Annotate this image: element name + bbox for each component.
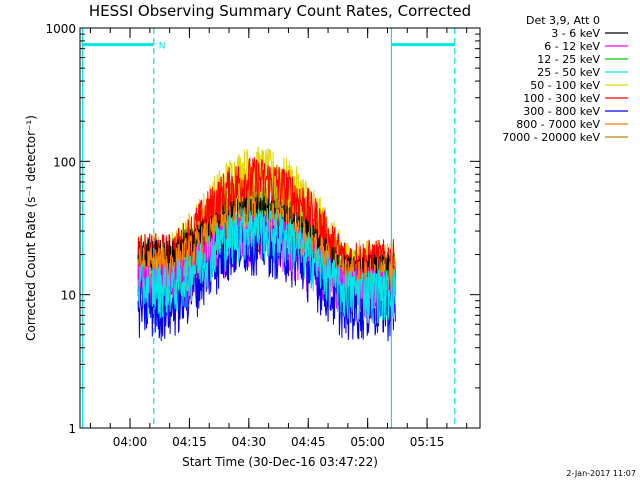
plot-frame — [79, 27, 481, 429]
legend-label: 100 - 300 keV — [523, 92, 600, 105]
legend-label: 300 - 800 keV — [523, 105, 600, 118]
x-tick-label: 04:45 — [291, 435, 326, 449]
legend-label: 50 - 100 keV — [530, 79, 600, 92]
y-tick-label: 1000 — [45, 22, 76, 36]
y-axis-label: Corrected Count Rate (s⁻¹ detector⁻¹) — [24, 115, 38, 341]
annotation-layer: N — [81, 28, 456, 428]
legend-label: 800 - 7000 keV — [516, 118, 600, 131]
chart-title: HESSI Observing Summary Count Rates, Cor… — [89, 2, 471, 20]
legend-label: 3 - 6 keV — [551, 27, 600, 40]
axis-layer: 04:00 04:15 04:30 04:45 05:00 05:15 1 10 100 1000 — [45, 22, 480, 449]
y-tick-label: 10 — [61, 289, 76, 303]
x-tick-label: 05:15 — [410, 435, 445, 449]
x-tick-label: 04:00 — [113, 435, 148, 449]
y-tick-label: 1 — [68, 422, 76, 436]
x-tick-label: 05:00 — [350, 435, 385, 449]
legend-label: 7000 - 20000 keV — [502, 131, 600, 144]
x-tick-label: 04:15 — [172, 435, 207, 449]
legend-label: 25 - 50 keV — [537, 66, 600, 79]
x-axis-label: Start Time (30-Dec-16 03:47:22) — [182, 455, 378, 469]
x-tick-label: 04:30 — [232, 435, 267, 449]
y-tick-label: 100 — [53, 155, 76, 169]
legend-label: 6 - 12 keV — [544, 40, 600, 53]
timestamp: 2-Jan-2017 11:07 — [566, 469, 636, 478]
legend-label: 12 - 25 keV — [537, 53, 600, 66]
series-layer — [137, 146, 396, 342]
series-25-50-kev — [137, 208, 396, 324]
flag-label: N — [159, 42, 166, 52]
legend-title: Det 3,9, Att 0 — [526, 14, 600, 27]
